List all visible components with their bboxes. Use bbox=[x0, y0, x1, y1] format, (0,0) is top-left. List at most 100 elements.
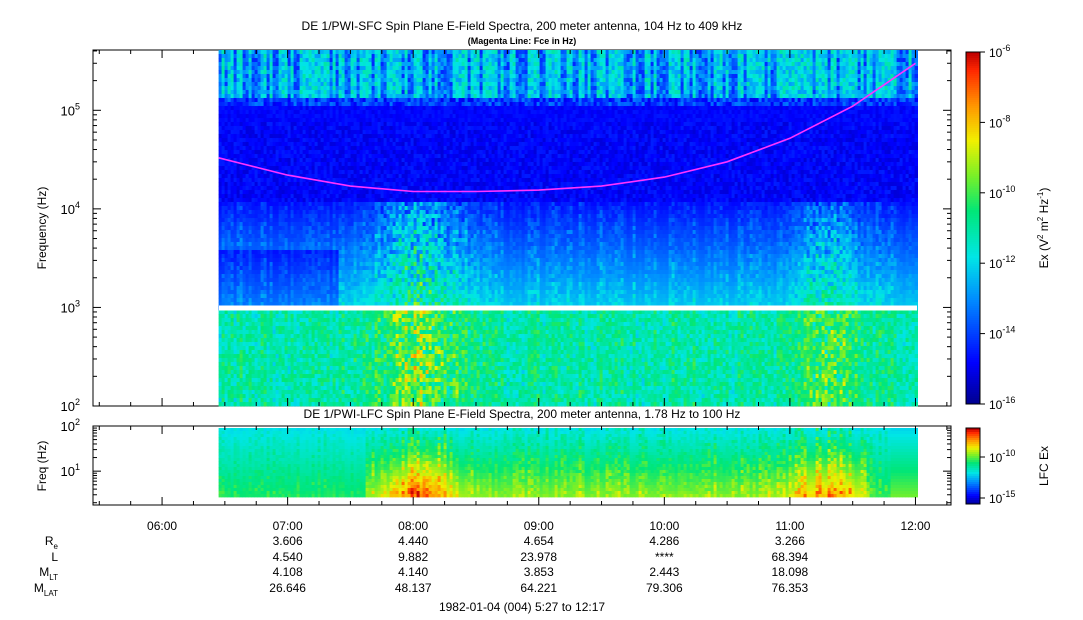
sfc-pixel bbox=[221, 354, 225, 359]
sfc-pixel bbox=[242, 106, 246, 111]
sfc-pixel bbox=[275, 142, 279, 147]
sfc-pixel bbox=[266, 270, 270, 275]
sfc-pixel bbox=[350, 350, 354, 355]
sfc-pixel bbox=[287, 294, 291, 299]
sfc-pixel bbox=[224, 50, 228, 55]
sfc-pixel bbox=[293, 94, 297, 99]
sfc-pixel bbox=[242, 122, 246, 127]
sfc-pixel bbox=[227, 78, 231, 83]
sfc-pixel bbox=[305, 194, 309, 199]
sfc-pixel bbox=[332, 206, 336, 211]
sfc-pixel bbox=[374, 366, 378, 371]
sfc-pixel bbox=[278, 310, 282, 315]
sfc-pixel bbox=[242, 230, 246, 235]
sfc-pixel bbox=[344, 342, 348, 347]
sfc-pixel bbox=[368, 238, 372, 243]
sfc-pixel bbox=[245, 258, 249, 263]
sfc-pixel bbox=[269, 230, 273, 235]
sfc-pixel bbox=[362, 290, 366, 295]
sfc-pixel bbox=[377, 262, 381, 267]
sfc-pixel bbox=[323, 166, 327, 171]
sfc-pixel bbox=[341, 202, 345, 207]
sfc-pixel bbox=[299, 62, 303, 67]
sfc-pixel bbox=[311, 234, 315, 239]
sfc-pixel bbox=[272, 218, 276, 223]
sfc-pixel bbox=[269, 54, 273, 59]
sfc-pixel bbox=[218, 182, 222, 187]
sfc-pixel bbox=[218, 394, 222, 399]
sfc-pixel bbox=[323, 182, 327, 187]
sfc-pixel bbox=[266, 138, 270, 143]
sfc-pixel bbox=[284, 382, 288, 387]
sfc-pixel bbox=[239, 214, 243, 219]
sfc-pixel bbox=[245, 242, 249, 247]
sfc-pixel bbox=[332, 334, 336, 339]
sfc-pixel bbox=[245, 198, 249, 203]
sfc-pixel bbox=[263, 142, 267, 147]
sfc-pixel bbox=[269, 202, 273, 207]
sfc-pixel bbox=[338, 118, 342, 123]
sfc-pixel bbox=[323, 346, 327, 351]
sfc-pixel bbox=[332, 302, 336, 307]
sfc-pixel bbox=[350, 258, 354, 263]
sfc-pixel bbox=[341, 298, 345, 303]
sfc-pixel bbox=[323, 94, 327, 99]
sfc-pixel bbox=[350, 50, 354, 55]
sfc-pixel bbox=[248, 230, 252, 235]
sfc-pixel bbox=[344, 314, 348, 319]
sfc-pixel bbox=[317, 314, 321, 319]
sfc-pixel bbox=[275, 154, 279, 159]
sfc-pixel bbox=[374, 294, 378, 299]
sfc-pixel bbox=[257, 346, 261, 351]
sfc-pixel bbox=[299, 290, 303, 295]
sfc-pixel bbox=[371, 382, 375, 387]
sfc-pixel bbox=[329, 338, 333, 343]
sfc-pixel bbox=[287, 234, 291, 239]
sfc-pixel bbox=[329, 298, 333, 303]
sfc-pixel bbox=[365, 318, 369, 323]
sfc-pixel bbox=[371, 370, 375, 375]
sfc-pixel bbox=[377, 86, 381, 91]
sfc-pixel bbox=[233, 274, 237, 279]
sfc-pixel bbox=[374, 326, 378, 331]
sfc-pixel bbox=[311, 350, 315, 355]
sfc-pixel bbox=[287, 350, 291, 355]
sfc-pixel bbox=[383, 118, 387, 123]
sfc-pixel bbox=[290, 162, 294, 167]
sfc-pixel bbox=[278, 334, 282, 339]
sfc-pixel bbox=[368, 218, 372, 223]
sfc-pixel bbox=[350, 294, 354, 299]
sfc-pixel bbox=[302, 362, 306, 367]
sfc-pixel bbox=[260, 170, 264, 175]
sfc-pixel bbox=[242, 402, 246, 407]
sfc-pixel bbox=[287, 310, 291, 315]
sfc-pixel bbox=[329, 322, 333, 327]
sfc-pixel bbox=[308, 378, 312, 383]
sfc-pixel bbox=[362, 238, 366, 243]
sfc-pixel bbox=[347, 346, 351, 351]
sfc-pixel bbox=[356, 286, 360, 291]
sfc-pixel bbox=[299, 262, 303, 267]
sfc-pixel bbox=[236, 54, 240, 59]
sfc-pixel bbox=[269, 150, 273, 155]
sfc-pixel bbox=[332, 382, 336, 387]
sfc-pixel bbox=[320, 334, 324, 339]
sfc-pixel bbox=[305, 246, 309, 251]
sfc-pixel bbox=[371, 286, 375, 291]
sfc-pixel bbox=[344, 62, 348, 67]
sfc-pixel bbox=[245, 290, 249, 295]
sfc-pixel bbox=[341, 94, 345, 99]
sfc-pixel bbox=[278, 354, 282, 359]
sfc-pixel bbox=[254, 386, 258, 391]
sfc-pixel bbox=[275, 266, 279, 271]
sfc-pixel bbox=[293, 262, 297, 267]
sfc-pixel bbox=[230, 310, 234, 315]
sfc-pixel bbox=[377, 50, 381, 55]
sfc-pixel bbox=[341, 130, 345, 135]
sfc-pixel bbox=[302, 250, 306, 255]
sfc-pixel bbox=[326, 174, 330, 179]
sfc-pixel bbox=[311, 150, 315, 155]
sfc-pixel bbox=[341, 78, 345, 83]
sfc-pixel bbox=[380, 134, 384, 139]
sfc-pixel bbox=[299, 142, 303, 147]
